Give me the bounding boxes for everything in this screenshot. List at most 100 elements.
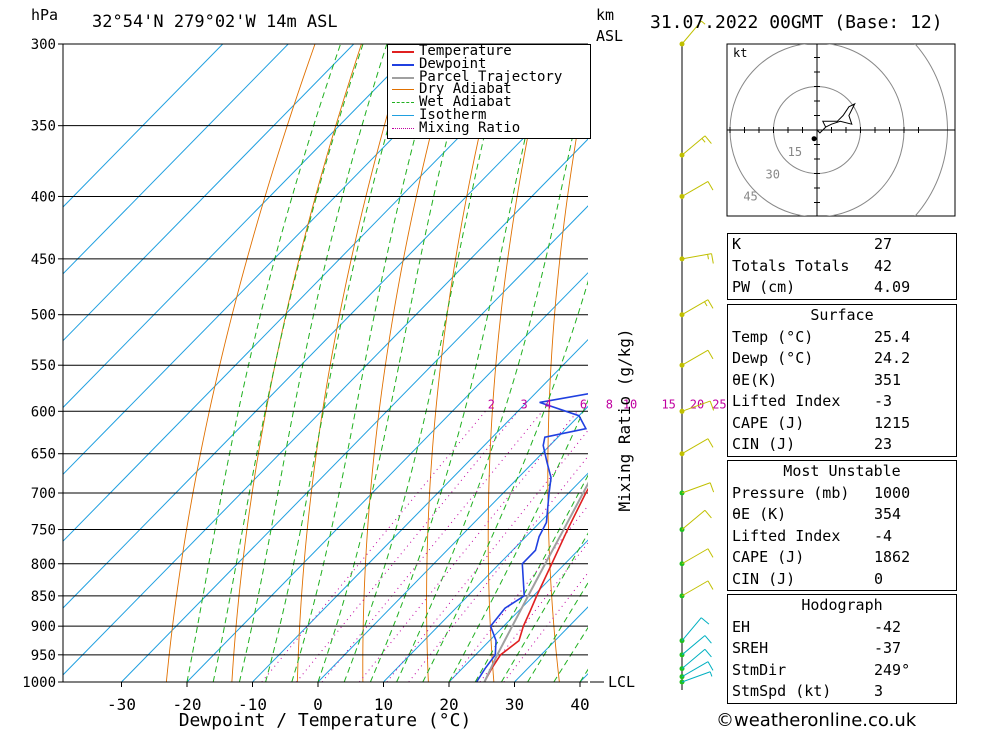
pressure-tick-label: 950 bbox=[31, 648, 56, 664]
storm-motion-dot bbox=[811, 136, 817, 142]
index-label: CAPE (J) bbox=[732, 413, 805, 432]
datetime-label: 31.07.2022 00GMT (Base: 12) bbox=[650, 12, 943, 33]
wind-barb-feather bbox=[707, 299, 714, 309]
index-label: PW (cm) bbox=[732, 278, 796, 296]
hodograph-ring-label: 45 bbox=[743, 189, 757, 203]
index-label: CIN (J) bbox=[732, 569, 796, 588]
index-label: θE(K) bbox=[732, 370, 778, 389]
isotherm-line bbox=[383, 472, 588, 682]
index-row-k: K 27 bbox=[728, 234, 956, 256]
copyright-label[interactable]: ©weatheronline.co.uk bbox=[716, 710, 917, 731]
index-label: StmDir bbox=[732, 660, 787, 679]
index-row-li: Lifted Index -4 bbox=[728, 526, 956, 548]
index-row-totals: Totals Totals 42 bbox=[728, 256, 956, 278]
index-value: 351 bbox=[874, 370, 902, 389]
series-line-dewpoint bbox=[475, 393, 588, 682]
mixing-ratio-label: 25 bbox=[712, 397, 726, 411]
wet-adiabat-line bbox=[474, 474, 588, 682]
wind-barb bbox=[681, 617, 702, 642]
mixing-ratio-axis-label: Mixing Ratio (g/kg) bbox=[615, 328, 634, 511]
index-value: 0 bbox=[874, 569, 884, 588]
index-label: Totals Totals bbox=[732, 256, 850, 275]
temp-tick-label: -30 bbox=[107, 695, 136, 714]
location-label: 32°54'N 279°02'W 14m ASL bbox=[92, 12, 338, 32]
mixing-ratio-line bbox=[386, 429, 588, 682]
index-label: CAPE (J) bbox=[732, 548, 805, 566]
dry-adiabat-line bbox=[487, 44, 548, 682]
wet-adiabat-line bbox=[343, 44, 508, 682]
indices-table-surface: Surface Temp (°C) 25.4 Dewp (°C) 24.2 θE(K… bbox=[727, 304, 957, 457]
temp-tick-label: -20 bbox=[173, 695, 202, 714]
mixing-ratio-label: 2 bbox=[488, 397, 495, 411]
index-row-cape: CAPE (J) 1215 bbox=[728, 413, 956, 435]
x-axis-label: Dewpoint / Temperature (°C) bbox=[179, 710, 472, 731]
series-line-parcel-trajectory bbox=[483, 481, 588, 682]
isotherm-line bbox=[63, 44, 224, 208]
wind-barb-feather bbox=[707, 349, 714, 360]
temp-tick-label: 10 bbox=[374, 695, 393, 714]
index-label: EH bbox=[732, 617, 751, 636]
index-value: -42 bbox=[874, 617, 902, 636]
hodograph-trace bbox=[816, 102, 856, 134]
wind-barb-feather bbox=[707, 438, 714, 448]
wind-barb bbox=[681, 20, 702, 45]
legend-label: Wet Adiabat bbox=[419, 94, 512, 111]
pressure-tick-label: 1000 bbox=[22, 675, 56, 691]
isotherm-line bbox=[317, 405, 588, 682]
sounding-series bbox=[475, 393, 588, 682]
index-value: 354 bbox=[874, 505, 902, 523]
lcl-label: LCL bbox=[608, 673, 635, 691]
km-label: km bbox=[596, 6, 615, 24]
wind-barb bbox=[681, 661, 709, 678]
hodograph: 15 30 45 kt bbox=[726, 43, 956, 217]
wind-barb-half-feather bbox=[707, 254, 709, 260]
index-row-stmspd: StmSpd (kt) 3 bbox=[728, 681, 956, 703]
index-row-pw: PW (cm) 4.09 bbox=[728, 277, 956, 299]
pressure-tick-label: 350 bbox=[31, 119, 56, 135]
legend-label: Dry Adiabat bbox=[419, 81, 512, 98]
wind-barb-feather bbox=[707, 548, 714, 558]
mixing-ratio-label: 10 bbox=[623, 397, 637, 411]
wind-barb-feather bbox=[704, 509, 712, 519]
pressure-tick-label: 450 bbox=[31, 252, 56, 268]
index-row-dewp: Dewp (°C) 24.2 bbox=[728, 348, 956, 370]
index-label: K bbox=[732, 235, 742, 253]
wind-barb bbox=[681, 253, 712, 260]
index-value: 1000 bbox=[874, 483, 911, 502]
hodograph-unit-label: kt bbox=[733, 46, 747, 60]
wet-adiabat-line bbox=[448, 399, 588, 682]
legend-item-wet-adiabat: Wet Adiabat bbox=[388, 94, 590, 111]
legend-label: Temperature bbox=[419, 43, 512, 59]
mixing-ratio-line bbox=[296, 410, 519, 682]
index-value: 23 bbox=[874, 435, 893, 453]
isotherm-line bbox=[63, 44, 355, 342]
pressure-tick-label: 500 bbox=[31, 308, 56, 324]
pressure-tick-label: 550 bbox=[31, 358, 56, 374]
wind-barb bbox=[681, 635, 706, 656]
index-label: StmSpd (kt) bbox=[732, 682, 832, 700]
pressure-unit-label: hPa bbox=[31, 6, 59, 24]
dry-adiabat-line bbox=[426, 44, 502, 682]
index-value: 1862 bbox=[874, 548, 911, 566]
legend-item-dewpoint: Dewpoint bbox=[388, 57, 590, 71]
legend-label: Parcel Trajectory bbox=[419, 68, 563, 85]
wet-adiabat-line bbox=[186, 44, 342, 682]
indices-table-general: K 27 Totals Totals 42 PW (cm) 4.09 bbox=[727, 233, 957, 300]
hodograph-plot: 15 30 45 bbox=[727, 44, 955, 216]
index-value: 249° bbox=[874, 660, 911, 679]
pressure-tick-label: 750 bbox=[31, 523, 56, 539]
wind-barb bbox=[681, 135, 706, 156]
indices-table-hodograph: Hodograph EH -42 SREH -37 StmDir 249° StmSp… bbox=[727, 594, 957, 704]
wind-barb-feather bbox=[707, 580, 714, 590]
wind-barb bbox=[681, 482, 711, 494]
wind-barb-feather bbox=[704, 635, 712, 644]
wind-barb bbox=[681, 671, 711, 683]
dry-adiabat-line bbox=[231, 44, 362, 682]
section-heading-most-unstable: Most Unstable bbox=[783, 462, 901, 480]
legend-item-temperature: Temperature bbox=[388, 43, 590, 59]
index-value: 27 bbox=[874, 235, 893, 253]
wind-profile bbox=[679, 20, 715, 690]
index-label: θE (K) bbox=[732, 505, 787, 523]
pressure-tick-label: 800 bbox=[31, 557, 56, 573]
